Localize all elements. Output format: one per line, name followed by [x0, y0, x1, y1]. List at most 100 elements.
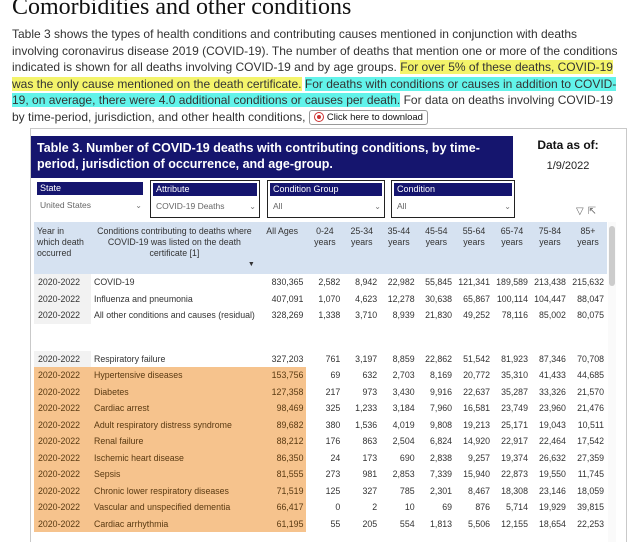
cell-all-ages: 61,195 [257, 515, 307, 532]
cell-age-value: 65,867 [463, 293, 490, 304]
cell-age-value: 16,581 [463, 403, 490, 414]
header-all-ages[interactable]: All Ages [257, 222, 307, 274]
cell-age-value: 1,536 [355, 419, 378, 430]
cell-year: 2020-2022 [34, 466, 91, 483]
cell-age-value: 21,830 [425, 310, 453, 321]
state-filter-value: United States [40, 200, 92, 210]
table-row[interactable]: 2020-2022 All other conditions and causes… [34, 307, 607, 324]
table-scrollbar[interactable] [608, 222, 616, 542]
cell-condition: Cardiac arrhythmia [90, 515, 258, 532]
cell-age-value: 22,873 [501, 469, 528, 480]
cell-age-value: 21,570 [577, 386, 604, 397]
header-condition[interactable]: Conditions contributing to deaths where … [90, 222, 258, 274]
table-row[interactable]: 2020-2022 Cardiac arrhythmia 61,195 55 205 55… [34, 515, 607, 532]
table-row[interactable]: 2020-2022 Diabetes 127,358 217 973 3,430 9,916… [34, 383, 607, 400]
table-row[interactable]: 2020-2022 Respiratory failure 327,203 761 3,… [34, 350, 607, 367]
cell-age-value: 273 [325, 469, 341, 480]
cell-age-value: 12,155 [501, 518, 528, 529]
table-row[interactable]: 2020-2022 COVID-19 830,365 2,582 8,942 22,982… [34, 274, 607, 291]
table-row[interactable]: 2020-2022 Influenza and pneumonia 407,091 1… [34, 290, 607, 307]
table-row[interactable]: 2020-2022 Chronic lower respiratory disea… [34, 482, 607, 499]
as-of-date: 1/9/2022 [546, 160, 590, 172]
cell-age-value: 22,982 [387, 277, 415, 288]
header-age-75-84[interactable]: 75-84 years [530, 222, 569, 274]
chevron-down-icon: ⌄ [374, 201, 381, 211]
header-age-65-74[interactable]: 65-74 years [493, 222, 531, 274]
table-row[interactable]: 2020-2022 Sepsis 81,555 273 981 2,853 7,339 15,… [34, 466, 607, 483]
cell-age-value: 9,916 [430, 386, 453, 397]
cell-all-ages: 98,469 [257, 400, 307, 417]
cell-age-value: 18,308 [501, 485, 528, 496]
spacer-cell [34, 324, 607, 351]
cell-year: 2020-2022 [34, 449, 91, 466]
cell-age-value: 2,838 [430, 452, 453, 463]
cell-age-value: 2,301 [430, 485, 453, 496]
cell-age-value: 1,338 [318, 310, 341, 321]
cell-age-value: 205 [362, 518, 378, 529]
cell-age-value: 6,824 [430, 436, 453, 447]
table-tools: ▽ ⇱ [572, 206, 596, 217]
table-row[interactable]: 2020-2022 Vascular and unspecified dement… [34, 499, 607, 516]
cell-age-value: 25,171 [501, 419, 528, 430]
header-age-85-plus[interactable]: 85+ years [568, 222, 607, 274]
cell-age-value: 5,714 [505, 502, 528, 513]
cell-age-value: 44,685 [577, 370, 604, 381]
cell-age-value: 35,287 [501, 386, 528, 397]
cell-year: 2020-2022 [34, 433, 91, 450]
cell-age-value: 19,374 [501, 452, 528, 463]
cell-age-value: 125 [325, 485, 341, 496]
cell-age-value: 104,447 [534, 293, 566, 304]
cell-all-ages: 81,555 [257, 466, 307, 483]
sort-down-icon: ▼ [247, 261, 255, 268]
cell-all-ages: 830,365 [271, 277, 304, 288]
cell-age-value: 10,511 [577, 419, 604, 430]
filter-icon[interactable]: ▽ [576, 206, 584, 217]
cell-age-value: 217 [325, 386, 341, 397]
cell-age-value: 1,070 [318, 293, 341, 304]
cell-year: 2020-2022 [34, 290, 91, 307]
cell-year: 2020-2022 [34, 482, 91, 499]
cell-age-value: 20,772 [463, 370, 490, 381]
cell-age-value: 785 [399, 485, 415, 496]
cell-age-value: 8,467 [467, 485, 490, 496]
download-button[interactable]: Click here to download [308, 109, 428, 125]
cell-age-value: 325 [325, 403, 341, 414]
cell-age-value: 88,047 [577, 293, 604, 304]
header-condition-label: Conditions contributing to deaths where … [97, 226, 252, 258]
condition-group-filter[interactable]: Condition Group All ⌄ [267, 180, 385, 218]
expand-icon[interactable]: ⇱ [587, 206, 597, 217]
cell-age-value: 3,197 [355, 353, 378, 364]
header-year[interactable]: Year in which death occurred [34, 222, 91, 274]
cell-age-value: 22,253 [577, 518, 604, 529]
cell-age-value: 19,213 [463, 419, 490, 430]
table-row[interactable]: 2020-2022 Hypertensive diseases 153,756 69 6… [34, 367, 607, 384]
cell-age-value: 9,808 [430, 419, 453, 430]
condition-filter[interactable]: Condition All ⌄ [391, 180, 515, 218]
table-row[interactable]: 2020-2022 Adult respiratory distress synd… [34, 416, 607, 433]
header-age-45-54[interactable]: 45-54 years [417, 222, 456, 274]
cell-age-value: 22,862 [425, 353, 453, 364]
cell-age-value: 24 [330, 452, 341, 463]
cell-condition: Adult respiratory distress syndrome [90, 416, 258, 433]
cell-condition: Cardiac arrest [90, 400, 258, 417]
attribute-filter[interactable]: Attribute COVID-19 Deaths ⌄ [150, 180, 260, 218]
cell-age-value: 863 [362, 436, 378, 447]
table-spacer-row [34, 324, 607, 351]
cell-year: 2020-2022 [34, 416, 91, 433]
header-age-25-34[interactable]: 25-34 years [343, 222, 381, 274]
table-row[interactable]: 2020-2022 Ischemic heart disease 86,350 24 1… [34, 449, 607, 466]
header-age-55-64[interactable]: 55-64 years [455, 222, 493, 274]
chevron-down-icon: ⌄ [249, 201, 256, 211]
cell-age-value: 189,589 [496, 277, 528, 288]
cell-condition: Sepsis [90, 466, 258, 483]
state-filter[interactable]: State United States ⌄ [35, 180, 145, 218]
table-row[interactable]: 2020-2022 Renal failure 88,212 176 863 2,504 6… [34, 433, 607, 450]
download-label: Click here to download [326, 111, 423, 123]
scrollbar-thumb[interactable] [609, 226, 615, 286]
table-row[interactable]: 2020-2022 Cardiac arrest 98,469 325 1,233 3,1… [34, 400, 607, 417]
header-age-0-24[interactable]: 0-24 years [306, 222, 344, 274]
cell-age-value: 3,430 [392, 386, 415, 397]
header-age-35-44[interactable]: 35-44 years [380, 222, 418, 274]
cell-age-value: 2 [372, 502, 378, 513]
cell-age-value: 876 [475, 502, 490, 513]
